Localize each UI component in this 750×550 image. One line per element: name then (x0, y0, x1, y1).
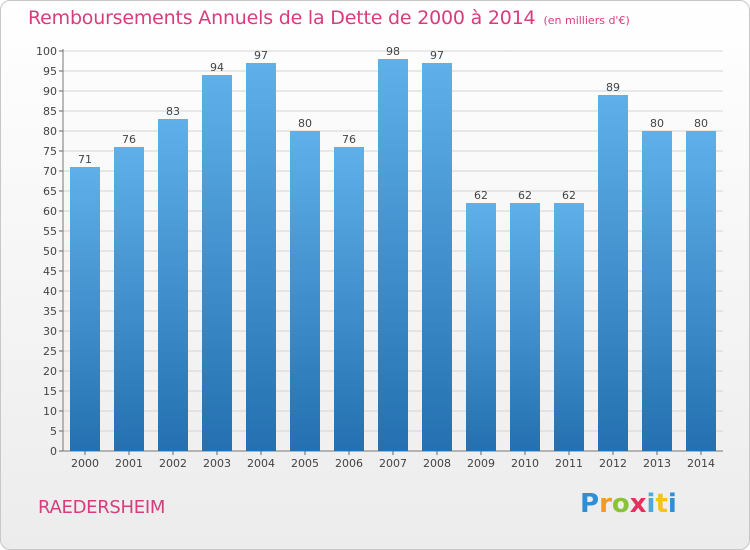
bar (290, 131, 320, 451)
value-label: 80 (650, 117, 664, 130)
y-tick-label: 60 (43, 205, 57, 218)
bar (642, 131, 672, 451)
x-tick-label: 2011 (555, 457, 583, 470)
bar (510, 203, 540, 451)
x-tick-labels: 2000 2001 2002 2003 2004 2005 2006 2007 2008 2009… (71, 457, 715, 470)
y-tick-label: 30 (43, 325, 57, 338)
y-tick-label: 95 (43, 65, 57, 78)
bar (202, 75, 232, 451)
y-tick-label: 80 (43, 125, 57, 138)
x-tick-label: 2007 (379, 457, 407, 470)
value-label: 62 (518, 189, 532, 202)
x-tick-label: 2005 (291, 457, 319, 470)
x-tick-label: 2012 (599, 457, 627, 470)
bar (246, 63, 276, 451)
y-tick-label: 25 (43, 345, 57, 358)
x-tick-label: 2003 (203, 457, 231, 470)
value-label: 76 (122, 133, 136, 146)
x-tick-label: 2000 (71, 457, 99, 470)
bars (70, 59, 716, 451)
value-label: 97 (430, 49, 444, 62)
value-label: 62 (474, 189, 488, 202)
bar (70, 167, 100, 451)
y-tick-label: 45 (43, 265, 57, 278)
y-tick-label: 5 (50, 425, 57, 438)
value-labels: 71 76 83 94 97 80 76 98 97 62 62 62 89 80 80 (78, 45, 708, 202)
x-tick-label: 2004 (247, 457, 275, 470)
chart-title-text: Remboursements Annuels de la Dette de 20… (28, 7, 536, 29)
logo-letter: i (667, 489, 677, 519)
place-name: RAEDERSHEIM (38, 497, 166, 518)
y-tick-label: 90 (43, 85, 57, 98)
value-label: 71 (78, 153, 92, 166)
x-tick-label: 2008 (423, 457, 451, 470)
y-tick-label: 20 (43, 365, 57, 378)
x-tick-label: 2001 (115, 457, 143, 470)
y-tick-label: 100 (36, 45, 57, 58)
logo-letter: P (580, 489, 600, 519)
logo-letter: o (611, 489, 630, 519)
value-label: 62 (562, 189, 576, 202)
y-tick-label: 85 (43, 105, 57, 118)
value-label: 94 (210, 61, 224, 74)
proxiti-logo: Proxiti (580, 489, 677, 519)
value-label: 80 (298, 117, 312, 130)
chart-title: Remboursements Annuels de la Dette de 20… (28, 7, 630, 29)
bar (378, 59, 408, 451)
chart-unit: (en milliers d'€) (543, 14, 630, 27)
y-tick-labels: 0 5 10 15 20 25 30 35 40 45 50 55 60 65 70 75 80 85 90 95 10… (36, 45, 57, 458)
bar (158, 119, 188, 451)
bar (334, 147, 364, 451)
y-tick-label: 10 (43, 405, 57, 418)
value-label: 89 (606, 81, 620, 94)
bar (114, 147, 144, 451)
x-tick-label: 2009 (467, 457, 495, 470)
logo-letter: i (646, 489, 656, 519)
value-label: 80 (694, 117, 708, 130)
x-tick-label: 2002 (159, 457, 187, 470)
bar (686, 131, 716, 451)
y-tick-label: 75 (43, 145, 57, 158)
value-label: 98 (386, 45, 400, 58)
logo-letter: x (629, 489, 647, 519)
x-tick-label: 2013 (643, 457, 671, 470)
bar (466, 203, 496, 451)
bar (554, 203, 584, 451)
x-tick-label: 2014 (687, 457, 715, 470)
logo-letter: r (599, 489, 612, 519)
x-tick-label: 2010 (511, 457, 539, 470)
y-tick-label: 70 (43, 165, 57, 178)
value-label: 83 (166, 105, 180, 118)
value-label: 76 (342, 133, 356, 146)
y-tick-label: 55 (43, 225, 57, 238)
y-tick-label: 65 (43, 185, 57, 198)
bar (422, 63, 452, 451)
y-tick-label: 35 (43, 305, 57, 318)
value-label: 97 (254, 49, 268, 62)
y-tick-label: 40 (43, 285, 57, 298)
y-tick-label: 50 (43, 245, 57, 258)
x-tick-label: 2006 (335, 457, 363, 470)
y-tick-label: 0 (50, 445, 57, 458)
bar (598, 95, 628, 451)
logo-letter: t (655, 489, 668, 519)
y-tick-label: 15 (43, 385, 57, 398)
